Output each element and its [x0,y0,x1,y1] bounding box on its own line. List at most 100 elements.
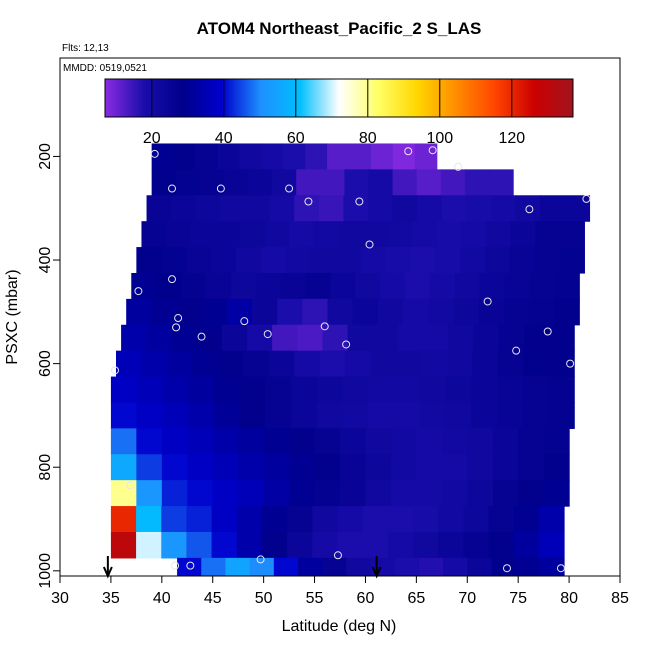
heatmap-cell [467,557,493,576]
heatmap-cell [538,506,565,533]
heatmap-cell [110,506,137,533]
heatmap-cell [187,454,214,481]
heatmap-cell [394,402,421,429]
heatmap-cell [314,454,341,481]
heatmap-cell [340,454,367,481]
heatmap-cell [368,376,395,404]
x-tick-label: 40 [153,590,171,607]
sample-point [355,197,364,206]
heatmap-cell [260,247,287,274]
heatmap-cell [196,324,223,352]
heatmap-cell [151,143,175,170]
heatmap-cell [466,195,492,222]
sample-point [240,317,249,326]
heatmap-cell [518,480,545,507]
heatmap-cell [478,298,505,326]
heatmap-cell [320,169,346,196]
heatmap-cell [161,480,188,507]
heatmap-cell [488,169,514,196]
heatmap-cell [414,143,438,170]
heatmap-cell [559,221,585,248]
heatmap-cell [162,376,189,404]
heatmap-cell [273,557,299,576]
heatmap-cell [243,350,270,378]
sample-point [263,330,272,339]
heatmap-cell [564,195,591,222]
heatmap-cell [503,298,530,326]
sample-point [186,561,195,570]
heatmap-cell [412,531,439,559]
heatmap-cell [387,506,414,533]
heatmap-cell [287,531,313,559]
heatmap-cell [554,272,580,300]
heatmap-cell [110,402,138,429]
heatmap-cell [212,454,239,481]
heatmap-cell [370,143,394,170]
heatmap-cell [269,195,295,222]
heatmap-cell [263,428,290,455]
sample-point [483,297,492,306]
flights-annotation: Flts: 12,13 [62,43,109,54]
heatmap-cell [488,506,515,533]
heatmap-cell [416,480,443,507]
heatmap-cell [445,402,472,429]
heatmap-cell [131,272,157,300]
heatmap-cell [252,298,278,326]
colorbar-tick-label: 40 [215,130,233,147]
heatmap-cell [340,428,367,455]
heatmap-cell [110,531,137,559]
heatmap-cell [492,428,519,455]
heatmap-cell [360,247,386,274]
heatmap-cell [173,143,197,170]
y-tick-label: 600 [37,350,54,377]
sample-point [126,481,135,490]
heatmap-cell [261,531,288,559]
heatmap-cell [248,169,273,196]
x-tick-label: 70 [458,590,476,607]
heatmap-cell [467,428,494,455]
heatmap-cell [428,298,455,326]
heatmap-cell [337,506,364,533]
sample-point [134,287,143,296]
heatmap-cell [453,298,480,326]
heatmap-cell [151,169,177,196]
heatmap-cell [268,350,295,378]
sample-point [502,564,511,573]
heatmap-cell [188,402,215,429]
heatmap-cell [272,169,297,196]
heatmap-cell [238,454,265,481]
heatmap-cell [492,480,519,507]
heatmap-cell [513,506,540,533]
heatmap-cell [441,480,468,507]
heatmap-cell [342,402,369,429]
sample-point [566,359,575,368]
x-tick-label: 60 [357,590,375,607]
heatmap-cell [166,350,193,378]
heatmap-cell [554,298,580,326]
sample-point [428,146,437,155]
heatmap-cell [291,402,318,429]
heatmap-cell [261,506,288,533]
heatmap-cell [459,247,486,274]
heatmap-cell [294,195,320,222]
heatmap-cell [438,531,464,559]
heatmap-cell [387,531,414,559]
sample-point [172,323,181,332]
heatmap-cell [255,272,282,300]
heatmap-cell [190,221,216,248]
x-tick-label: 75 [509,590,527,607]
heatmap-cell [287,506,313,533]
heatmap-cell [289,454,316,481]
sample-point [174,314,183,323]
heatmap-cell [346,557,372,576]
heatmap-cell [488,531,515,559]
heatmap-cell [368,402,395,429]
sample-point [168,275,176,284]
heatmap-cell [365,428,392,455]
heatmap-cell [176,298,203,326]
heatmap-cell [322,557,347,576]
heatmap-cell [230,272,257,300]
heatmap-cell [421,350,448,378]
y-tick-label: 400 [37,247,54,274]
